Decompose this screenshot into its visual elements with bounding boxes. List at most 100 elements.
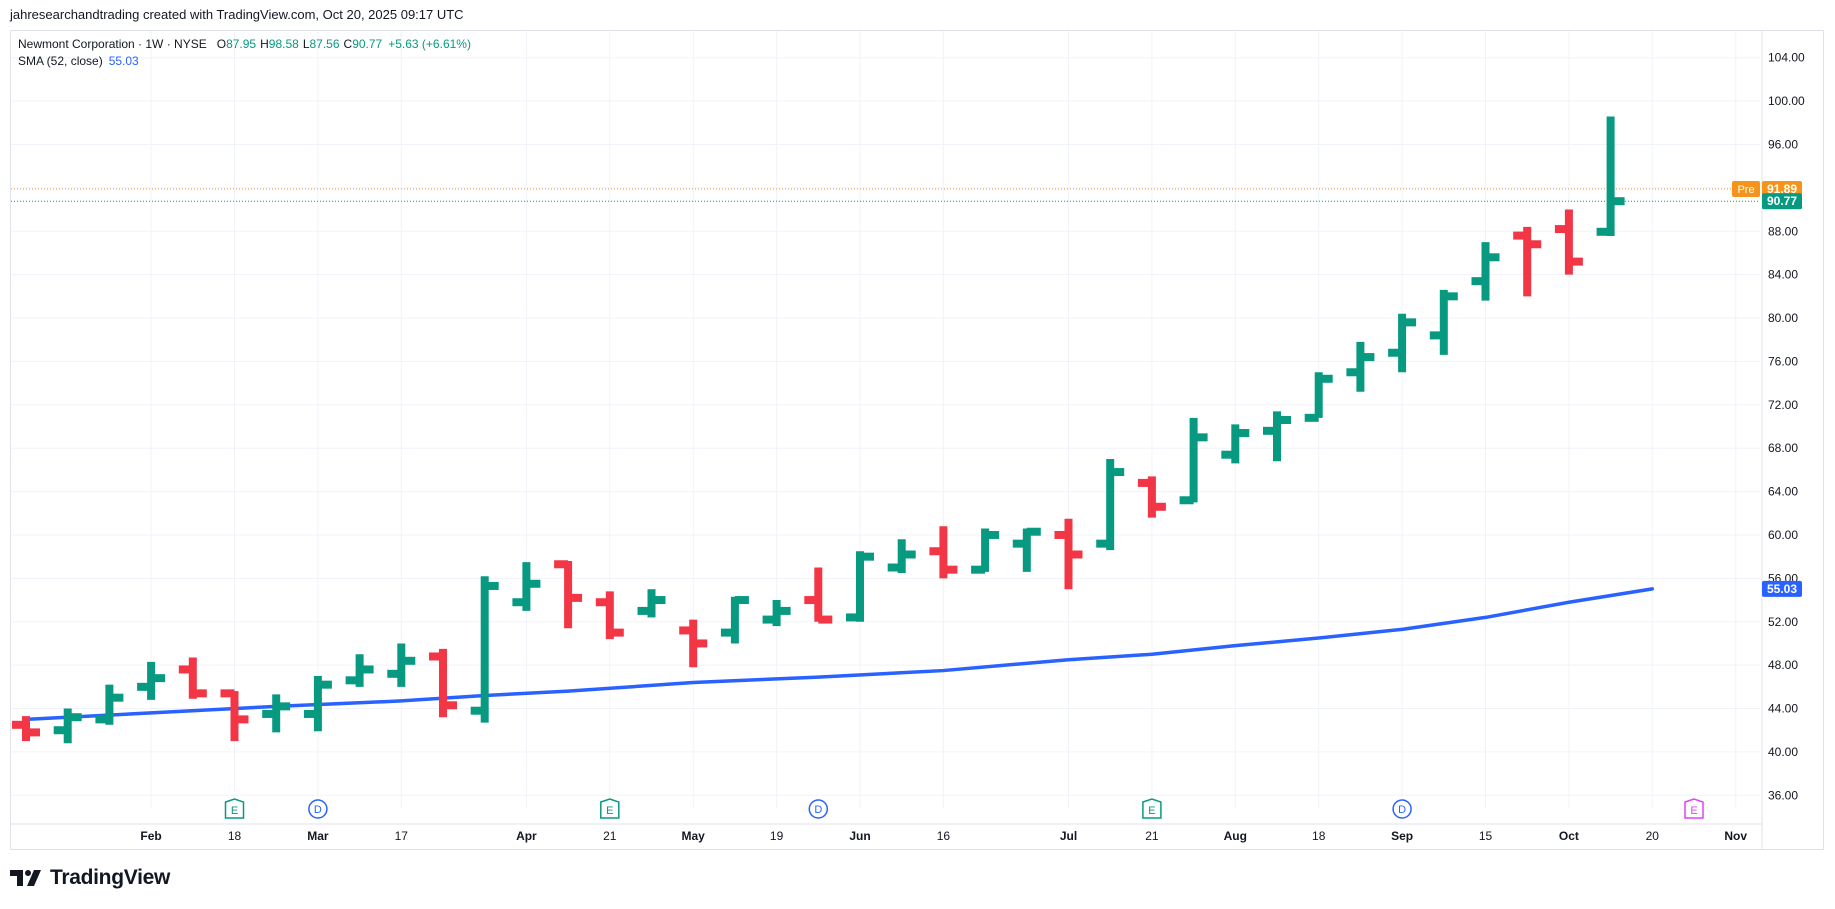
pre-label-bg <box>1732 181 1760 198</box>
open-key: O <box>216 37 227 51</box>
earnings-marker: E <box>224 798 245 819</box>
ohlc-bar <box>137 661 166 700</box>
earnings-marker-shape <box>1684 798 1704 819</box>
x-tick-label: 18 <box>228 829 242 843</box>
earnings-marker-label: E <box>1690 805 1697 817</box>
earnings-marker-label: E <box>231 805 238 817</box>
x-tick-label: Oct <box>1559 829 1579 843</box>
ohlc-bar <box>53 708 82 744</box>
x-tick-label: Jun <box>849 829 870 843</box>
grid-lines <box>11 31 1760 808</box>
ohlc-bar <box>178 657 207 699</box>
ohlc-bars <box>12 116 1625 744</box>
y-tick-label: 68.00 <box>1768 441 1798 455</box>
x-tick-label: Nov <box>1724 829 1747 843</box>
dividend-marker: D <box>308 799 328 819</box>
pre-price-tag: 91.89 <box>1762 181 1802 198</box>
ohlc-bar <box>887 539 916 573</box>
ohlc-bar <box>804 567 833 624</box>
dividend-marker-circle <box>808 799 829 819</box>
ohlc-bar <box>429 648 457 718</box>
ohlc-bar <box>1012 527 1041 572</box>
last-price-tag: 90.77 <box>1762 193 1802 210</box>
sma-price-tag: 55.03 <box>1762 580 1802 597</box>
y-tick-label: 44.00 <box>1768 702 1798 716</box>
sma-price-tag-text: 55.03 <box>1767 582 1797 596</box>
high-key: H <box>260 37 269 51</box>
x-tick-label: 21 <box>1145 829 1159 843</box>
dividend-marker-label: D <box>1398 804 1406 816</box>
open-value: 87.95 <box>226 37 257 51</box>
x-tick-label: 19 <box>770 829 784 843</box>
earnings-marker: E <box>600 798 620 819</box>
ohlc-bar <box>554 560 583 629</box>
tradingview-wordmark: TradingView <box>50 866 171 889</box>
x-tick-label: 20 <box>1646 829 1660 843</box>
ohlc-bar <box>303 675 332 732</box>
x-tick-label: Aug <box>1224 829 1247 843</box>
close-value: 90.77 <box>352 37 383 51</box>
x-tick-label: 18 <box>1312 829 1326 843</box>
x-tick-label: 21 <box>603 829 617 843</box>
close-key: C <box>343 37 353 51</box>
ohlc-bar <box>1304 372 1333 422</box>
change-value: +5.63 (+6.61%) <box>388 37 471 51</box>
y-tick-label: 96.00 <box>1768 137 1798 151</box>
ohlc-bar <box>1263 411 1291 462</box>
sma-indicator-label[interactable]: SMA (52, close) <box>18 54 103 68</box>
symbol-title[interactable]: Newmont Corporation · 1W · NYSE <box>18 37 207 51</box>
low-value: 87.56 <box>309 37 340 51</box>
x-tick-label: Feb <box>140 829 161 843</box>
pre-price-tag-text: 91.89 <box>1767 182 1797 196</box>
ohlc-bar <box>1429 289 1458 355</box>
last-price-tag-text: 90.77 <box>1767 194 1797 208</box>
x-tick-label: Apr <box>516 829 537 843</box>
low-key: L <box>302 37 310 51</box>
x-tick-label: May <box>682 829 706 843</box>
ohlc-legend-row: Newmont Corporation · 1W · NYSE O87.95 H98… <box>18 36 471 53</box>
chart-frame <box>10 30 1824 850</box>
ohlc-bar <box>595 591 624 640</box>
y-tick-label: 100.00 <box>1768 94 1805 108</box>
ohlc-bar <box>679 619 708 668</box>
y-tick-label: 60.00 <box>1768 528 1798 542</box>
x-tick-label: 17 <box>395 829 409 843</box>
dividend-marker-label: D <box>314 804 322 816</box>
ohlc-bar <box>470 576 499 723</box>
y-tick-label: 88.00 <box>1768 224 1798 238</box>
dividend-marker-circle <box>1392 799 1412 819</box>
ohlc-bar <box>387 643 416 687</box>
ohlc-bar <box>262 694 291 733</box>
ohlc-bar <box>345 654 374 687</box>
ohlc-bar <box>12 716 40 742</box>
ohlc-bar <box>1596 116 1625 237</box>
chart-attribution: jahresearchandtrading created with Tradi… <box>10 7 464 22</box>
sma-indicator-value: 55.03 <box>108 54 139 68</box>
sma-line <box>24 587 1655 722</box>
y-tick-label: 84.00 <box>1768 268 1798 282</box>
pre-market-tag: Pre <box>1732 181 1760 198</box>
dividend-marker-circle <box>308 799 328 819</box>
earnings-marker-shape <box>1142 798 1162 819</box>
ohlc-bar <box>1513 226 1542 297</box>
upcoming-earnings-marker: E <box>1684 798 1704 819</box>
y-tick-label: 104.00 <box>1768 51 1805 65</box>
dividend-marker-label: D <box>814 804 822 816</box>
dividend-marker: D <box>808 799 829 819</box>
tradingview-branding[interactable]: TradingView <box>10 866 170 890</box>
pre-label-text: Pre <box>1737 184 1754 196</box>
ohlc-bar <box>1096 459 1125 551</box>
ohlc-bar <box>95 684 124 725</box>
ohlc-bar <box>720 596 749 644</box>
x-tick-label: 15 <box>1479 829 1493 843</box>
pre-price-tag-bg <box>1762 181 1802 198</box>
ohlc-bar <box>1471 242 1500 301</box>
tradingview-logo-icon <box>10 870 41 886</box>
ohlc-bar <box>1554 209 1583 275</box>
ohlc-bar <box>929 526 958 579</box>
ohlc-bar <box>637 589 666 618</box>
y-tick-label: 40.00 <box>1768 745 1798 759</box>
ohlc-bar <box>1221 424 1250 464</box>
dividend-marker: D <box>1392 799 1412 819</box>
